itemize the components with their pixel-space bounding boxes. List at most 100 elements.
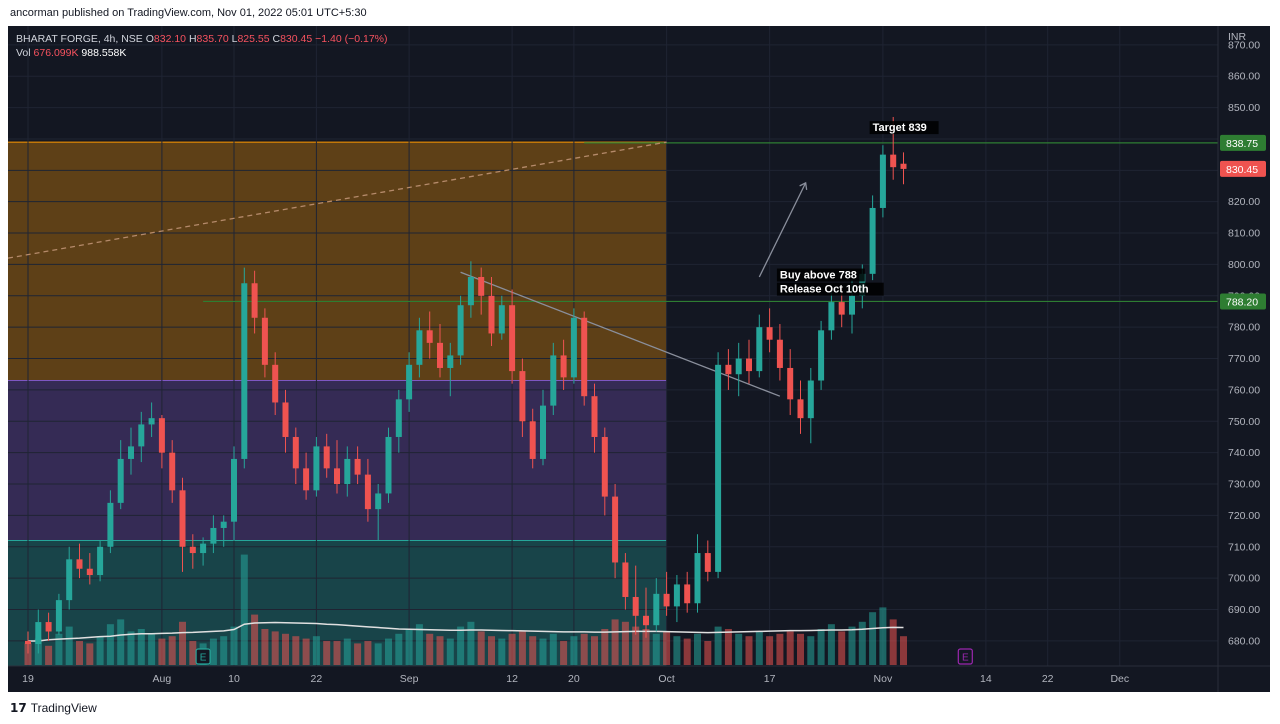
volume-bar bbox=[663, 631, 671, 665]
candle-body bbox=[261, 317, 268, 365]
candle-body bbox=[540, 405, 546, 459]
candle-body bbox=[684, 584, 691, 604]
candle-body bbox=[673, 584, 680, 607]
legend-close: 830.45 bbox=[280, 33, 313, 45]
volume-bar bbox=[889, 619, 897, 665]
volume-bar bbox=[65, 626, 73, 665]
candle-body bbox=[622, 562, 629, 597]
volume-bar bbox=[117, 619, 125, 665]
y-tick-label: 850.00 bbox=[1228, 102, 1260, 114]
candle-body bbox=[787, 367, 794, 400]
tv-logo-icon: 17 bbox=[10, 701, 27, 715]
candle-body bbox=[148, 418, 155, 425]
candle-body bbox=[45, 622, 52, 632]
volume-bar bbox=[580, 633, 588, 665]
volume-bar bbox=[632, 626, 640, 665]
y-tick-label: 680.00 bbox=[1228, 635, 1260, 647]
volume-bar bbox=[724, 629, 732, 665]
volume-bar bbox=[508, 633, 516, 665]
y-tick-label: 770.00 bbox=[1228, 353, 1260, 365]
footer: 17 TradingView bbox=[0, 692, 1280, 724]
volume-bar bbox=[106, 624, 114, 665]
candle-body bbox=[251, 283, 258, 318]
y-tick-label: 710.00 bbox=[1228, 541, 1260, 553]
candle-body bbox=[478, 276, 485, 296]
volume-bar bbox=[560, 641, 568, 665]
candles-layer bbox=[25, 116, 907, 654]
legend-row-volume: Vol 676.099K 988.558K bbox=[16, 46, 388, 60]
y-tick-label: 800.00 bbox=[1228, 259, 1260, 271]
price-label-box bbox=[1220, 134, 1266, 151]
y-tick-label: 860.00 bbox=[1228, 71, 1260, 83]
volume-bar bbox=[704, 641, 712, 665]
candle-body bbox=[375, 493, 382, 510]
volume-bar bbox=[168, 636, 176, 665]
candle-body bbox=[86, 568, 93, 576]
volume-bar bbox=[76, 641, 83, 665]
legend-high: 835.70 bbox=[196, 33, 229, 45]
volume-bar bbox=[230, 626, 238, 665]
volume-bar bbox=[395, 633, 403, 665]
candle-body bbox=[879, 154, 886, 208]
candle-body bbox=[570, 317, 577, 378]
volume-bar bbox=[900, 636, 907, 665]
legend-close-label: C bbox=[272, 33, 281, 45]
candle-body bbox=[725, 364, 732, 375]
candle-body bbox=[488, 295, 495, 334]
volume-bar bbox=[797, 633, 804, 665]
candle-body bbox=[117, 458, 124, 503]
volume-bar bbox=[86, 643, 94, 665]
volume-bar bbox=[179, 621, 186, 665]
annotations-layer: Target 839 Buy above 788 Release Oct 10th bbox=[776, 121, 939, 296]
volume-bar bbox=[137, 629, 145, 665]
price-label-text: 838.75 bbox=[1226, 138, 1258, 150]
volume-bar bbox=[312, 636, 320, 665]
y-tick-label: 720.00 bbox=[1228, 510, 1260, 522]
volume-bar bbox=[755, 631, 763, 665]
volume-bar bbox=[467, 621, 475, 665]
candle-body bbox=[612, 496, 619, 563]
annotation-bg bbox=[776, 282, 884, 296]
volume-bar bbox=[385, 638, 392, 665]
price-label-text: 788.20 bbox=[1226, 296, 1258, 308]
y-tick-label: 760.00 bbox=[1228, 384, 1260, 396]
x-tick-label: Nov bbox=[874, 673, 893, 685]
candle-body bbox=[169, 452, 176, 491]
volume-bar bbox=[189, 641, 197, 665]
candle-body bbox=[416, 330, 423, 365]
candle-body bbox=[107, 502, 114, 547]
candle-body bbox=[632, 596, 639, 616]
volume-bar bbox=[96, 636, 104, 665]
zones-layer bbox=[8, 141, 667, 666]
volume-bar bbox=[282, 633, 289, 665]
candle-body bbox=[643, 615, 649, 626]
volume-bar bbox=[621, 621, 629, 665]
candle-body bbox=[550, 355, 557, 406]
volume-bar bbox=[498, 638, 506, 665]
candle-body bbox=[715, 364, 722, 572]
candle-body bbox=[663, 593, 670, 607]
levels-layer bbox=[203, 142, 1218, 303]
volume-bar bbox=[591, 636, 598, 665]
annotation-text: Target 839 bbox=[873, 122, 927, 134]
trendline-dashed bbox=[7, 141, 667, 259]
tradingview-logo[interactable]: 17 TradingView bbox=[10, 701, 97, 715]
candle-body bbox=[838, 302, 845, 315]
candle-body bbox=[849, 295, 855, 315]
volume-bar bbox=[251, 614, 259, 665]
volume-bar bbox=[735, 633, 743, 665]
x-tick-label: 10 bbox=[228, 673, 240, 685]
candle-body bbox=[323, 446, 330, 469]
candle-body bbox=[498, 305, 505, 334]
publish-info: ancorman published on TradingView.com, N… bbox=[10, 7, 367, 19]
volume-bar bbox=[611, 619, 619, 665]
volume-bar bbox=[858, 621, 866, 665]
volume-bar bbox=[714, 626, 722, 665]
candle-body bbox=[601, 436, 608, 497]
candle-body bbox=[776, 339, 783, 368]
candle-body bbox=[313, 446, 320, 491]
axis-layer: INR870.00860.00850.00840.00830.00820.008… bbox=[8, 26, 1270, 692]
